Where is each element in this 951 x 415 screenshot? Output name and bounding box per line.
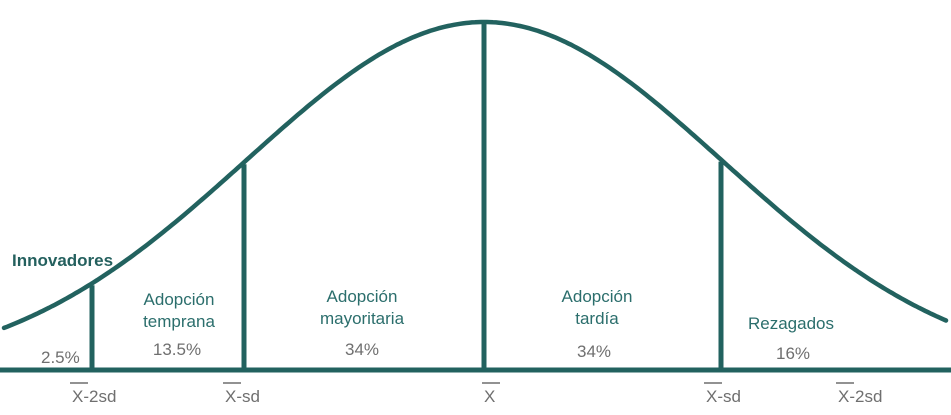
axis-tick-minus-2sd: X-2sd xyxy=(70,382,116,406)
segment-name-line2: tardía xyxy=(575,309,619,328)
segment-name-line1: Adopción xyxy=(327,287,398,306)
bell-curve xyxy=(1,19,949,331)
segment-name-line1: Adopción xyxy=(144,290,215,309)
segment-adopcion-temprana: Adopción temprana 13.5% xyxy=(143,290,215,359)
segment-percent: 34% xyxy=(577,342,611,361)
axis-tick-label: X-2sd xyxy=(72,387,116,406)
axis-tick-minus-1sd: X-sd xyxy=(223,382,260,406)
segment-name-line1: Adopción xyxy=(562,287,633,306)
axis-tick-plus-2sd: X-2sd xyxy=(836,382,882,406)
axis-tick-mean: X xyxy=(482,382,500,406)
segment-adopcion-mayoritaria: Adopción mayoritaria 34% xyxy=(320,287,405,359)
segment-percent: 13.5% xyxy=(153,340,201,359)
segment-adopcion-tardia: Adopción tardía 34% xyxy=(562,287,633,361)
segment-name-line2: temprana xyxy=(143,312,215,331)
axis-tick-label: X-sd xyxy=(706,387,741,406)
segment-innovadores: Innovadores 2.5% xyxy=(12,251,113,367)
axis-tick-label: X xyxy=(484,387,495,406)
axis-tick-label: X-sd xyxy=(225,387,260,406)
segment-rezagados: Rezagados 16% xyxy=(748,314,834,363)
segment-name: Rezagados xyxy=(748,314,834,333)
segment-percent: 2.5% xyxy=(41,348,80,367)
segment-name-line2: mayoritaria xyxy=(320,309,405,328)
segment-name: Innovadores xyxy=(12,251,113,270)
segment-percent: 34% xyxy=(345,340,379,359)
segment-percent: 16% xyxy=(776,344,810,363)
axis-tick-plus-1sd: X-sd xyxy=(704,382,741,406)
axis-tick-label: X-2sd xyxy=(838,387,882,406)
